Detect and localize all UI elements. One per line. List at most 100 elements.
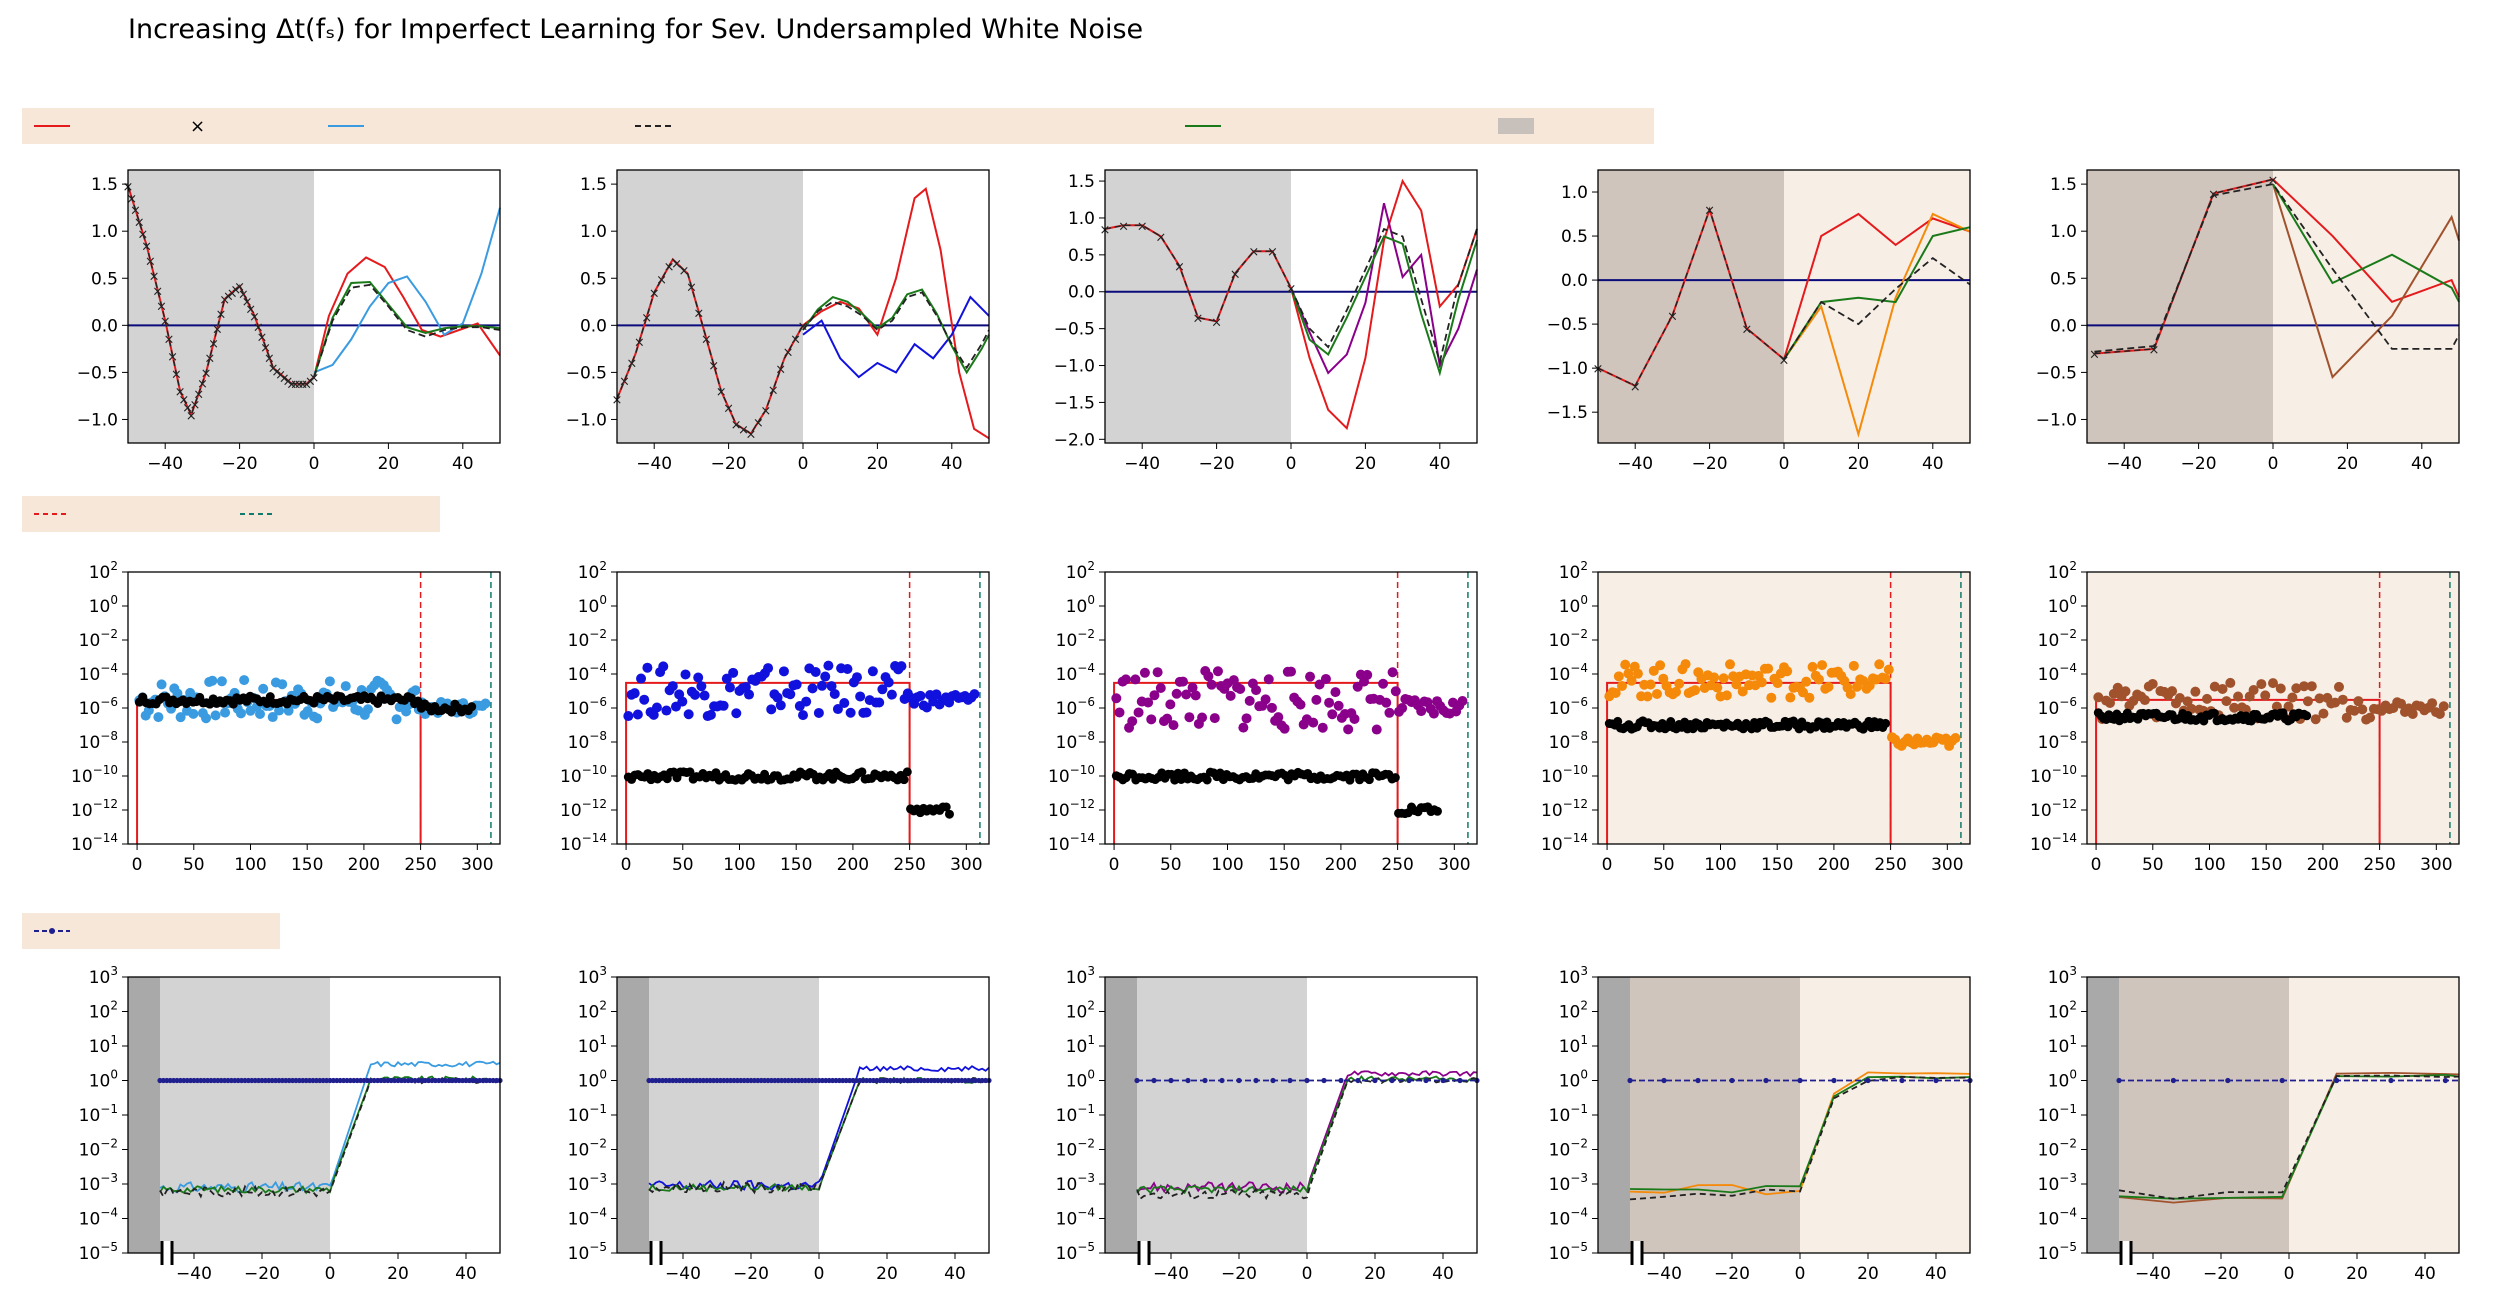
pred-ytick-label: 0.5 [91, 269, 118, 289]
norm-pred-mean-marker [1457, 1077, 1463, 1084]
pred-msmt-marker: × [208, 337, 219, 352]
spec-kf-point [2310, 714, 2321, 725]
spec-kf-point [1817, 660, 1828, 671]
pred-msmt-marker: × [305, 374, 316, 389]
spec-kf-point [2333, 681, 2344, 692]
pred-msmt-marker: × [193, 388, 204, 403]
norm-pred-mean-marker [1202, 1077, 1208, 1084]
legend-box-row2 [22, 496, 440, 532]
norm-ytick-label: 10−4 [1056, 1206, 1095, 1230]
norm-pred-mean-marker [2279, 1077, 2285, 1084]
pred-ytick-label: 1.0 [1068, 209, 1095, 229]
spec-kf-point [1165, 699, 1176, 710]
panel-group-C: × × ×××× ××× ××−2.0−1.5−1.0−0.50.00.51.01.5−… [1048, 169, 1480, 1284]
spec-ytick-label: 10−4 [79, 661, 118, 685]
norm-xtick-label: −40 [1646, 1264, 1682, 1284]
spec-ytick-label: 10−4 [1056, 661, 1095, 685]
spec-kf-point [1620, 659, 1631, 670]
norm-pred-mean-marker [1372, 1077, 1378, 1084]
pred-msmt-marker: × [126, 192, 137, 207]
spec-akf-point [309, 698, 319, 708]
spec-xtick-label: 0 [621, 855, 632, 875]
norm-ytick-label: 101 [578, 1033, 607, 1057]
norm-nt-region [1105, 977, 1137, 1253]
spec-kf-point [175, 712, 186, 723]
norm-xtick-label: 20 [1857, 1264, 1879, 1284]
norm-ytick-label: 103 [2048, 964, 2077, 988]
norm-pred-mean-marker [1185, 1077, 1191, 1084]
norm-ytick-label: 10−1 [79, 1102, 118, 1126]
norm-pred-mean-marker [1168, 1077, 1174, 1084]
spec-ytick-label: 10−6 [1056, 695, 1095, 719]
spec-xtick-label: 150 [780, 855, 812, 875]
spec-kf-point [1190, 690, 1201, 701]
norm-pred-mean-marker [1423, 1077, 1429, 1084]
norm-pred-mean-marker [1933, 1077, 1939, 1084]
spec-kf-point [829, 688, 840, 699]
pred-msmt-marker: × [178, 393, 189, 408]
norm-axis-break-gap [1632, 1241, 1642, 1265]
spec-kf-point [896, 661, 907, 672]
norm-pred-mean-marker [1763, 1077, 1769, 1084]
spec-kf-point [1725, 659, 1736, 670]
spec-kf-point [1343, 724, 1354, 735]
pred-msmt-marker: × [1667, 309, 1678, 324]
pred-xtick-label: −20 [2181, 454, 2217, 474]
pred-xtick-label: 40 [941, 454, 963, 474]
norm-nt-region [1598, 977, 1630, 1253]
spec-kf-point [1874, 659, 1885, 670]
spec-kf-point [705, 709, 716, 720]
spec-ytick-label: 10−10 [71, 763, 118, 787]
norm-xtick-label: −40 [176, 1264, 212, 1284]
norm-xtick-label: 20 [876, 1264, 898, 1284]
spec-kf-point [267, 712, 278, 723]
spec-kf-point [1362, 669, 1373, 680]
pred-msmt-marker: × [245, 302, 256, 317]
norm-ytick-label: 102 [1559, 999, 1588, 1023]
norm-training-region [2119, 977, 2289, 1253]
spec-kf-point [340, 681, 351, 692]
spec-kf-point [1114, 707, 1125, 718]
spec-kf-point [696, 681, 707, 692]
spec-kf-point [1680, 659, 1691, 670]
spec-kf-point [1772, 678, 1783, 689]
pred-msmt-marker: × [656, 273, 667, 288]
pred-msmt-marker: × [1118, 219, 1129, 234]
spec-ytick-label: 100 [89, 593, 118, 617]
spec-kf-point [1632, 668, 1643, 679]
pred-msmt-marker: × [242, 295, 253, 310]
pred-xtick-label: 20 [378, 454, 400, 474]
spec-kf-point [1416, 706, 1427, 717]
pred-ytick-label: −1.0 [1547, 359, 1588, 379]
norm-ytick-label: 10−5 [79, 1240, 118, 1264]
spec-xtick-label: 50 [1160, 855, 1182, 875]
spec-ytick-label: 102 [2048, 559, 2077, 583]
spec-xtick-label: 300 [2420, 855, 2452, 875]
pred-msmt-marker: × [190, 398, 201, 413]
spec-kf-point [1731, 679, 1742, 690]
spec-akf-point [373, 698, 383, 708]
spec-kf-point [1457, 696, 1468, 707]
pred-msmt-marker: × [227, 286, 238, 301]
norm-pred-mean-marker [1355, 1077, 1361, 1084]
spec-kf-point [1295, 699, 1306, 710]
pred-ytick-label: 1.5 [2050, 175, 2077, 195]
pred-msmt-marker: × [264, 351, 275, 366]
spec-akf-point [447, 707, 457, 717]
spec-kf-point [883, 677, 894, 688]
norm-xtick-label: −40 [1153, 1264, 1189, 1284]
norm-ytick-label: 103 [89, 964, 118, 988]
spec-kf-point [931, 689, 942, 700]
norm-ytick-label: 10−3 [1056, 1171, 1095, 1195]
spec-kf-point [1305, 671, 1316, 682]
spec-kf-point [623, 711, 634, 722]
spec-ytick-label: 102 [1559, 559, 1588, 583]
panel-group-A: ××××××××××××××××××××××××××××××××××××××××… [71, 169, 503, 1284]
norm-ytick-label: 101 [1066, 1033, 1095, 1057]
spec-kf-point [2341, 712, 2352, 723]
pred-msmt-marker: × [716, 385, 727, 400]
norm-ytick-label: 10−5 [2038, 1240, 2077, 1264]
pred-ytick-label: −0.5 [566, 363, 607, 383]
pred-msmt-marker: × [145, 254, 156, 269]
pred-msmt-marker: × [1267, 245, 1278, 260]
